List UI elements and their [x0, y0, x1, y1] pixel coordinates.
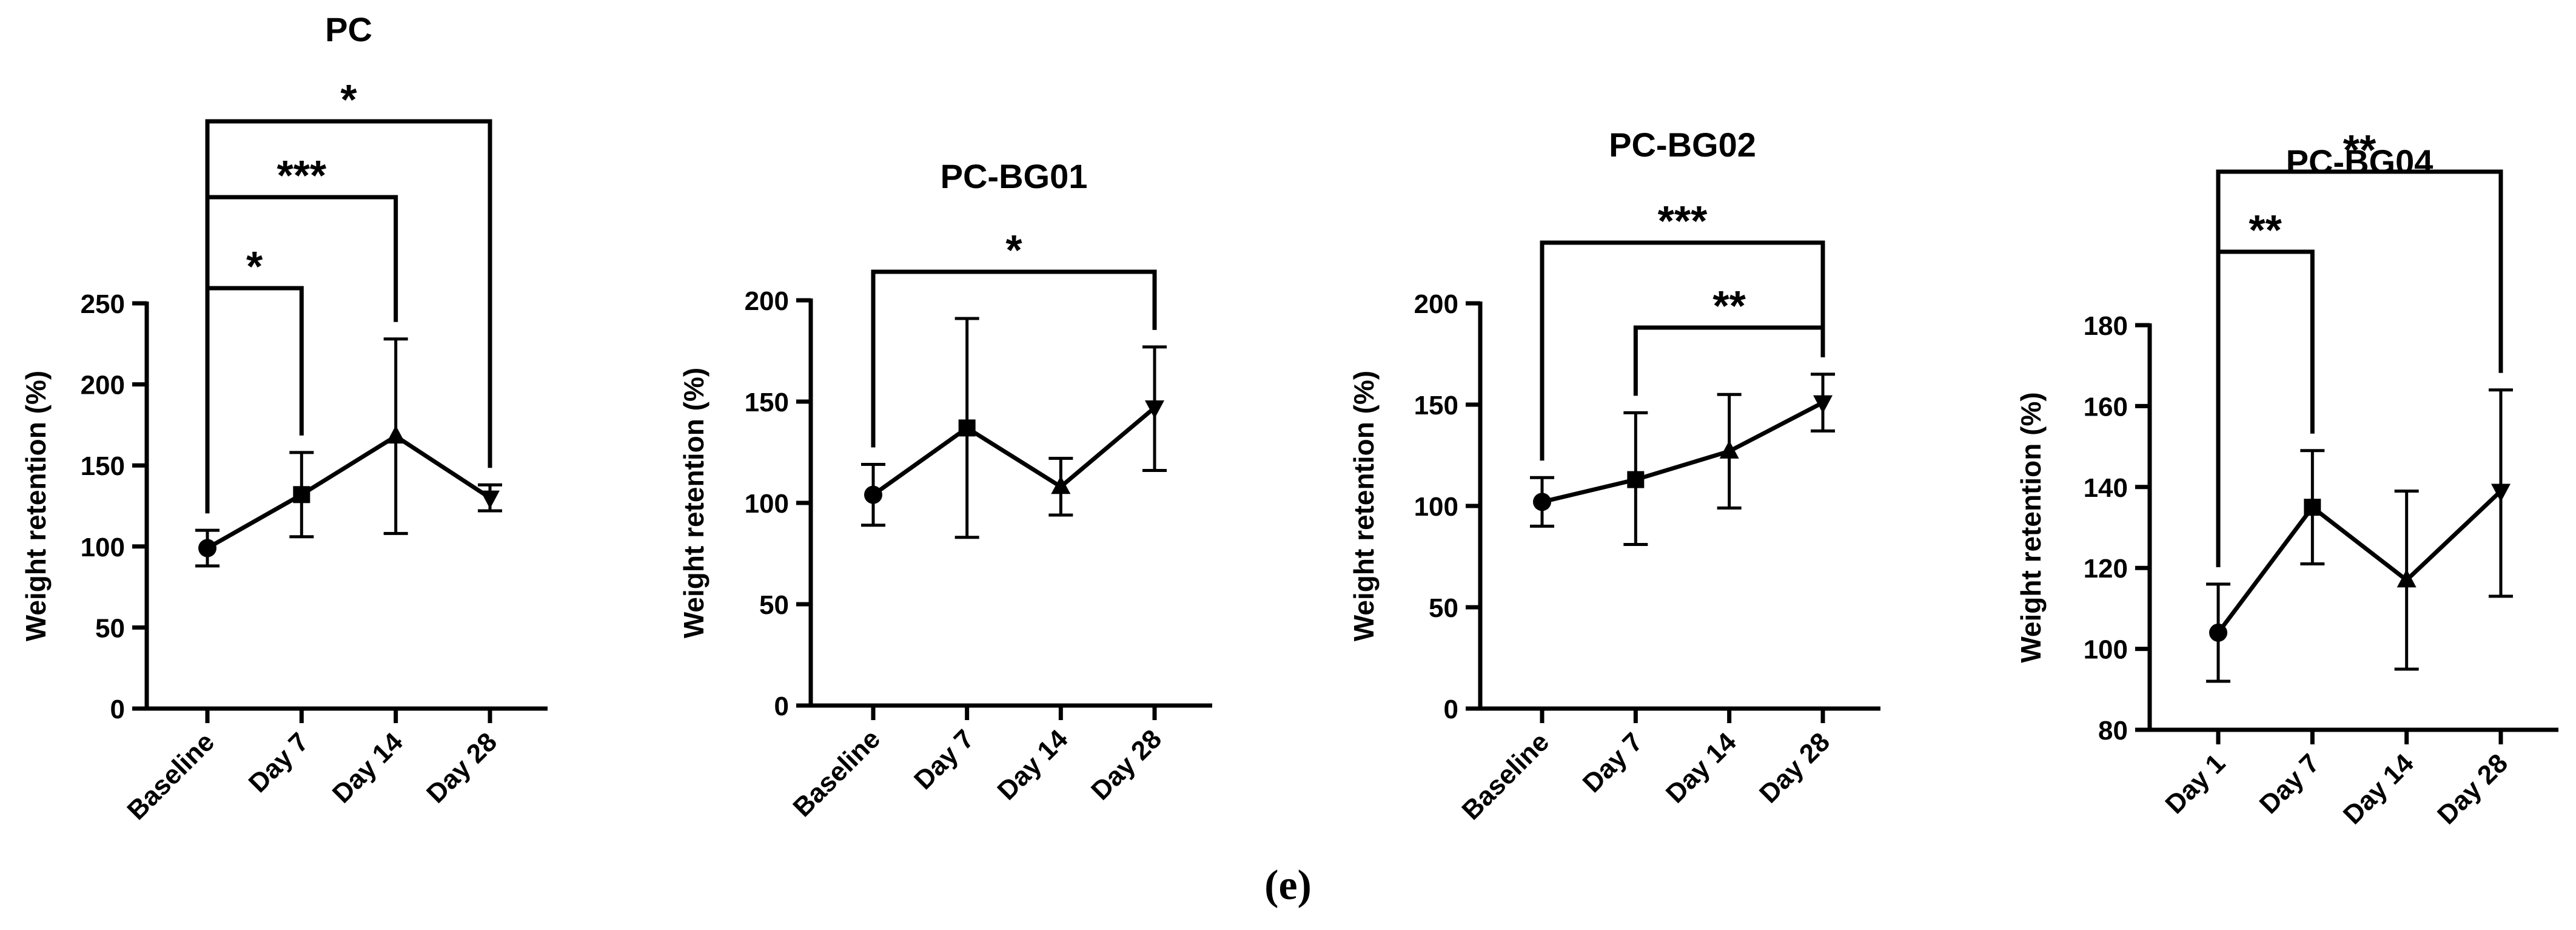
significance-bracket	[205, 286, 304, 514]
y-tick-label: 200	[745, 286, 789, 316]
significance-bracket	[1540, 240, 1825, 461]
x-tick-label: Baseline	[121, 727, 220, 826]
significance-label: *	[246, 243, 263, 290]
x-tick-label: Day 28	[2432, 748, 2514, 830]
significance-label: **	[1712, 282, 1746, 329]
y-tick-label: 150	[1414, 391, 1458, 420]
significance-label: **	[2249, 206, 2282, 254]
significance-bracket	[871, 269, 1157, 448]
x-tick-label: Day 1	[2159, 748, 2231, 820]
x-tick-label: Day 14	[991, 724, 1073, 806]
x-tick-label: Day 14	[2338, 748, 2420, 830]
series-line	[2216, 489, 2503, 635]
x-tick-label: Day 14	[327, 727, 409, 809]
x-tick-label: Day 7	[1577, 727, 1649, 798]
significance-label: **	[2343, 126, 2376, 174]
data-point-triangle-up	[1719, 440, 1739, 459]
x-tick-label: Day 14	[1660, 727, 1742, 809]
chart-title: PC-BG04	[2286, 143, 2433, 181]
x-tick-label: Day 28	[1085, 724, 1167, 806]
y-tick-label: 200	[1414, 289, 1458, 319]
series-line	[1541, 400, 1824, 504]
chart-panel-3: PC-BG02 Weight retention (%) 0 50 100 150 200 B…	[1348, 126, 1880, 826]
y-tick-label: 120	[2084, 554, 2128, 584]
y-tick-label: 150	[81, 451, 125, 481]
y-tick-label: 160	[2084, 392, 2128, 422]
data-point-circle	[198, 539, 216, 558]
significance-bracket	[2216, 169, 2503, 567]
y-tick-label: 140	[2084, 473, 2128, 503]
figure-caption: (e)	[1264, 862, 1312, 909]
chart-panel-1: PC Weight retention (%) 0 50 100 150 200 250 Bas…	[20, 10, 548, 826]
x-tick-label: Day 28	[1754, 727, 1836, 809]
y-tick-label: 150	[745, 388, 789, 417]
chart-title: PC-BG02	[1609, 126, 1756, 164]
data-point-square	[958, 419, 976, 437]
y-tick-label: 50	[759, 590, 789, 620]
data-point-triangle-up	[386, 425, 406, 444]
chart-title: PC	[325, 10, 372, 49]
chart-panel-2: PC-BG01 Weight retention (%) 0 50 100 150 200 B…	[678, 157, 1212, 823]
data-point-square	[1627, 471, 1645, 488]
data-point-circle	[1533, 493, 1551, 511]
data-point-square	[2304, 499, 2321, 516]
significance-label: ***	[277, 152, 326, 199]
x-tick-label: Baseline	[787, 724, 886, 823]
y-tick-label: 200	[81, 371, 125, 400]
data-point-triangle-up	[1051, 476, 1071, 494]
data-point-square	[293, 486, 310, 504]
series-line	[206, 434, 491, 550]
y-tick-label: 0	[110, 695, 125, 724]
y-tick-label: 100	[2084, 635, 2128, 665]
chart-panel-4: PC-BG04 Weight retention (%) 80 100 120 140 16…	[2015, 126, 2558, 830]
x-tick-label: Day 7	[243, 727, 315, 798]
significance-label: *	[340, 76, 357, 123]
data-point-circle	[864, 485, 882, 504]
significance-label: ***	[1658, 197, 1708, 244]
y-tick-label: 50	[95, 613, 125, 643]
data-point-circle	[2209, 623, 2227, 642]
data-point-triangle-down	[1813, 395, 1833, 414]
y-axis-label: Weight retention (%)	[1348, 371, 1380, 641]
y-tick-label: 180	[2084, 311, 2128, 341]
significance-bracket	[2216, 249, 2315, 567]
data-point-triangle-down	[2491, 484, 2511, 502]
significance-bracket	[1633, 325, 1825, 396]
significance-label: *	[1005, 226, 1022, 274]
y-tick-label: 100	[81, 533, 125, 562]
data-point-triangle-up	[2397, 569, 2417, 588]
y-tick-label: 100	[1414, 492, 1458, 522]
y-tick-label: 50	[1429, 593, 1458, 623]
x-tick-label: Baseline	[1456, 727, 1555, 826]
y-tick-label: 80	[2098, 716, 2128, 746]
y-tick-label: 0	[774, 692, 789, 721]
y-axis-label: Weight retention (%)	[2015, 392, 2047, 662]
chart-title: PC-BG01	[941, 157, 1088, 195]
significance-bracket	[205, 119, 492, 514]
series-line	[871, 406, 1156, 497]
y-axis-label: Weight retention (%)	[20, 371, 52, 641]
y-axis-label: Weight retention (%)	[678, 368, 709, 638]
data-point-triangle-down	[480, 490, 500, 509]
y-tick-label: 0	[1444, 695, 1458, 724]
x-tick-label: Day 7	[908, 724, 980, 795]
x-tick-label: Day 7	[2254, 748, 2326, 820]
data-point-triangle-down	[1145, 400, 1164, 419]
y-tick-label: 100	[745, 489, 789, 519]
y-tick-label: 250	[81, 289, 125, 319]
x-tick-label: Day 28	[421, 727, 503, 809]
